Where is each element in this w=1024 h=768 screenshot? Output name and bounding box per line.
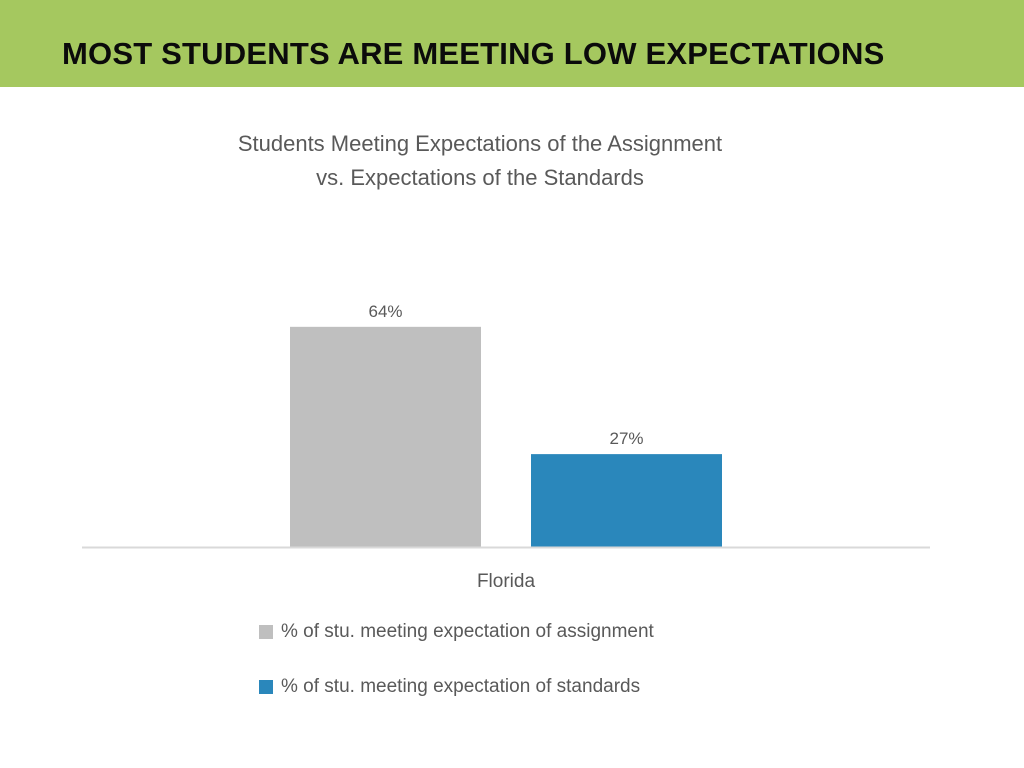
chart-title-line-1: Students Meeting Expectations of the Ass…	[237, 131, 723, 156]
bar-1	[290, 326, 481, 547]
legend-label-standards: % of stu. meeting expectation of standar…	[281, 676, 641, 697]
title-banner	[0, 0, 1024, 87]
chart-title: Students Meeting Expectations of the Ass…	[150, 127, 810, 195]
chart-legend: % of stu. meeting expectation of assignm…	[259, 620, 654, 730]
legend-swatch-assignment	[259, 625, 273, 639]
legend-swatch-standards	[259, 680, 273, 694]
x-tick-label: Florida	[477, 571, 536, 592]
data-label-2: 27%	[609, 429, 643, 448]
bar-chart: 64% 27% Florida	[82, 302, 930, 592]
slide-title: MOST STUDENTS ARE MEETING LOW EXPECTATIO…	[62, 36, 885, 71]
data-label-1: 64%	[368, 302, 402, 321]
legend-label-assignment: % of stu. meeting expectation of assignm…	[281, 621, 654, 642]
chart-title-line-2: vs. Expectations of the Standards	[316, 165, 644, 190]
legend-item-standards: % of stu. meeting expectation of standar…	[259, 675, 654, 699]
bar-2	[531, 454, 722, 547]
legend-item-assignment: % of stu. meeting expectation of assignm…	[259, 620, 654, 644]
